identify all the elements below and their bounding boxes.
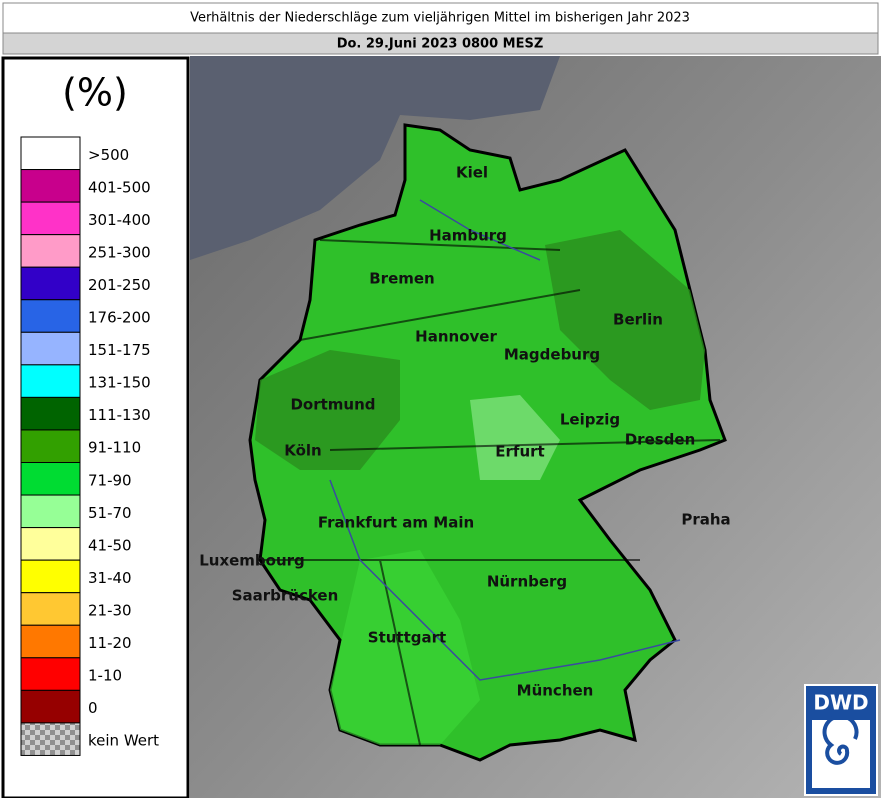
legend-label: 301-400	[88, 211, 151, 229]
city-label: Frankfurt am Main	[318, 514, 474, 532]
legend-label: 31-40	[88, 569, 132, 587]
region-thuringia	[470, 395, 560, 480]
city-label: Bremen	[369, 270, 435, 288]
legend-unit: (%)	[62, 71, 128, 115]
legend-swatch	[20, 559, 81, 594]
legend-swatch	[20, 657, 81, 691]
logo-text: DWD	[813, 691, 868, 715]
city-label: Luxembourg	[199, 552, 305, 570]
legend-label: 201-250	[88, 276, 151, 294]
city-label: Stuttgart	[368, 629, 446, 647]
region-south	[330, 550, 480, 745]
legend-label: 111-130	[88, 406, 151, 424]
legend-swatch	[20, 722, 81, 756]
legend-swatch	[20, 689, 81, 724]
logo-swirl	[822, 714, 859, 765]
city-label: Nürnberg	[487, 573, 567, 591]
legend-swatch	[20, 624, 81, 659]
legend-swatch	[20, 429, 81, 464]
legend-swatch	[20, 494, 81, 529]
subtitle-box	[2, 32, 879, 55]
city-label: Magdeburg	[504, 346, 600, 364]
legend-label: kein Wert	[88, 732, 159, 750]
legend-label: 251-300	[88, 243, 151, 261]
legend-swatch	[20, 527, 81, 561]
legend-label: 41-50	[88, 536, 132, 554]
legend-label: >500	[88, 146, 129, 164]
legend-swatch	[20, 201, 81, 236]
rivers	[329, 199, 681, 681]
legend-swatch	[20, 331, 81, 366]
city-label: Saarbrücken	[232, 587, 339, 605]
legend-label: 0	[88, 699, 98, 717]
legend-label: 71-90	[88, 471, 132, 489]
city-label: Dresden	[625, 431, 696, 449]
title: Verhältnis der Niederschläge zum vieljäh…	[190, 11, 690, 26]
legend-swatch	[20, 299, 81, 333]
legend-label: 151-175	[88, 341, 151, 359]
legend-swatch	[20, 169, 81, 203]
legend-swatch	[20, 136, 81, 171]
legend-label: 11-20	[88, 634, 132, 652]
city-label: Köln	[284, 442, 322, 460]
dwd-logo: DWD	[804, 684, 878, 796]
legend-swatch	[20, 364, 81, 398]
legend-label: 1-10	[88, 667, 122, 685]
city-label: Berlin	[613, 311, 663, 329]
legend-swatch	[20, 234, 81, 268]
sea	[190, 56, 560, 260]
city-label: Praha	[681, 511, 730, 529]
legend-swatch	[20, 592, 81, 626]
legend-label: 401-500	[88, 178, 151, 196]
legend-swatch	[20, 462, 81, 496]
city-label: Dortmund	[290, 396, 375, 414]
title-box	[2, 2, 879, 34]
city-label: Hamburg	[429, 227, 507, 245]
legend-swatch	[20, 396, 81, 431]
city-label: München	[517, 682, 594, 700]
region-west	[255, 350, 400, 470]
city-label: Leipzig	[560, 411, 620, 429]
region-east	[545, 230, 705, 410]
legend-swatch	[20, 266, 81, 301]
legend-label: 131-150	[88, 374, 151, 392]
legend-label: 176-200	[88, 309, 151, 327]
legend-label: 51-70	[88, 504, 132, 522]
subtitle: Do. 29.Juni 2023 0800 MESZ	[337, 37, 544, 52]
legend-label: 21-30	[88, 601, 132, 619]
city-label: Erfurt	[495, 443, 544, 461]
map: Kiel Hamburg Bremen Hannover Berlin Magdeburg…	[190, 56, 881, 798]
legend: >500 401-500 301-400 251-300 201-250 176-200 1…	[20, 136, 159, 756]
city-label: Kiel	[456, 164, 488, 182]
state-borders	[260, 239, 721, 746]
city-labels: Kiel Hamburg Bremen Hannover Berlin Magdeburg…	[199, 164, 730, 700]
city-label: Hannover	[415, 328, 497, 346]
legend-label: 91-110	[88, 439, 141, 457]
